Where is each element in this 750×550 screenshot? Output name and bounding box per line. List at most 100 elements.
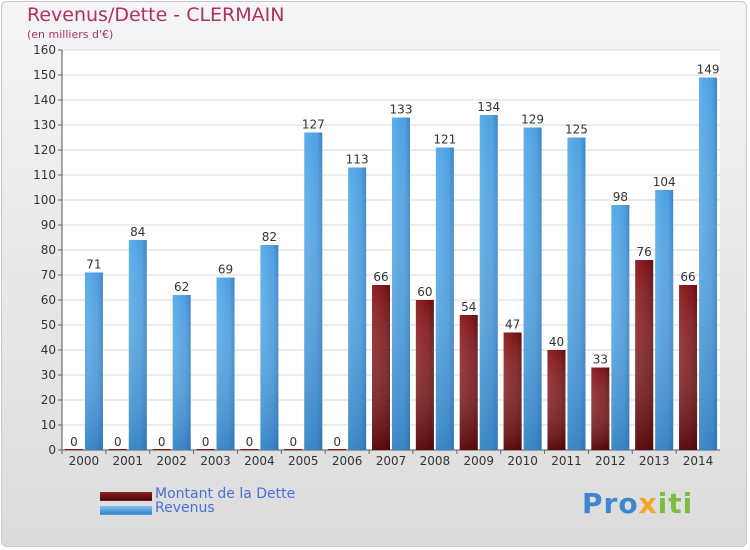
bar-dette	[108, 449, 127, 450]
data-label: 0	[70, 435, 78, 449]
data-label: 121	[433, 133, 456, 147]
x-tick-label: 2006	[332, 454, 363, 468]
data-label: 98	[613, 190, 628, 204]
x-tick-label: 2002	[156, 454, 187, 468]
bar-dette	[328, 449, 347, 450]
data-label: 113	[346, 153, 369, 167]
bar-revenus-shade	[435, 147, 454, 450]
bar-dette-shade	[415, 300, 434, 450]
logo-part-1: Pro	[582, 487, 639, 520]
y-tick-label: 30	[41, 368, 56, 382]
bar-revenus-shade	[128, 240, 147, 450]
y-tick-label: 70	[41, 268, 56, 282]
bar-dette-shade	[459, 315, 478, 450]
bar-revenus-shade	[172, 295, 191, 450]
data-label: 134	[477, 100, 500, 114]
x-tick-label: 2013	[639, 454, 670, 468]
y-tick-label: 80	[41, 243, 56, 257]
y-tick-label: 20	[41, 393, 56, 407]
bar-dette-shade	[503, 332, 522, 450]
data-label: 62	[174, 280, 189, 294]
bar-revenus-shade	[84, 272, 103, 450]
legend-swatch-dette	[100, 492, 152, 501]
bar-dette-shade	[591, 367, 610, 450]
data-label: 0	[202, 435, 210, 449]
y-tick-label: 120	[33, 143, 56, 157]
data-label: 66	[373, 270, 388, 284]
data-label: 0	[289, 435, 297, 449]
data-label: 127	[302, 118, 325, 132]
data-label: 69	[218, 263, 233, 277]
y-tick-label: 40	[41, 343, 56, 357]
legend-label-revenus: Revenus	[155, 500, 215, 516]
bar-dette-shade	[547, 350, 566, 450]
x-tick-label: 2010	[507, 454, 538, 468]
data-label: 40	[549, 335, 564, 349]
data-label: 0	[158, 435, 166, 449]
x-tick-label: 2007	[376, 454, 407, 468]
y-tick-label: 160	[33, 43, 56, 57]
data-label: 0	[246, 435, 254, 449]
x-tick-label: 2009	[463, 454, 494, 468]
chart-subtitle: (en milliers d'€)	[27, 28, 114, 41]
x-tick-label: 2004	[244, 454, 275, 468]
data-label: 47	[505, 318, 520, 332]
data-label: 125	[565, 123, 588, 137]
y-tick-label: 150	[33, 68, 56, 82]
x-tick-label: 2014	[683, 454, 714, 468]
bar-revenus-shade	[304, 132, 323, 450]
bar-revenus-shade	[523, 127, 542, 450]
bar-revenus-shade	[655, 190, 674, 450]
x-tick-label: 2001	[113, 454, 144, 468]
x-tick-label: 2000	[69, 454, 100, 468]
y-tick-label: 130	[33, 118, 56, 132]
data-label: 84	[130, 225, 145, 239]
x-tick-label: 2011	[551, 454, 582, 468]
bar-revenus-shade	[216, 277, 235, 450]
proxiti-logo: Proxiti	[582, 487, 693, 520]
bar-revenus-shade	[479, 115, 498, 450]
bar-dette	[284, 449, 303, 450]
bar-dette-shade	[679, 285, 698, 450]
y-tick-label: 140	[33, 93, 56, 107]
y-tick-label: 0	[48, 443, 56, 457]
data-label: 71	[86, 258, 101, 272]
y-tick-label: 90	[41, 218, 56, 232]
data-label: 149	[697, 63, 720, 77]
x-tick-label: 2012	[595, 454, 626, 468]
x-tick-label: 2008	[420, 454, 451, 468]
data-label: 60	[417, 285, 432, 299]
y-tick-label: 100	[33, 193, 56, 207]
bar-dette-shade	[635, 260, 654, 450]
data-label: 54	[461, 300, 476, 314]
bar-dette	[64, 449, 83, 450]
data-label: 76	[637, 245, 652, 259]
data-label: 33	[593, 353, 608, 367]
bar-revenus-shade	[567, 137, 586, 450]
logo-part-3: iti	[657, 487, 694, 520]
y-tick-label: 60	[41, 293, 56, 307]
bar-revenus-shade	[699, 77, 718, 450]
bar-revenus-shade	[611, 205, 630, 450]
legend-swatch-revenus	[100, 506, 152, 515]
x-tick-label: 2003	[200, 454, 231, 468]
bar-dette	[152, 449, 171, 450]
data-label: 66	[680, 270, 695, 284]
bar-revenus-shade	[348, 167, 367, 450]
y-tick-label: 110	[33, 168, 56, 182]
data-label: 129	[521, 113, 544, 127]
logo-part-2: x	[638, 487, 658, 520]
data-label: 0	[333, 435, 341, 449]
bar-revenus-shade	[392, 117, 410, 450]
bar-revenus-shade	[260, 245, 279, 450]
bar-dette-shade	[372, 285, 390, 450]
bar-dette	[196, 449, 215, 450]
chart-title: Revenus/Dette - CLERMAIN	[27, 4, 285, 26]
data-label: 104	[653, 175, 676, 189]
data-label: 82	[262, 230, 277, 244]
bar-dette	[240, 449, 259, 450]
data-label: 133	[390, 103, 413, 117]
y-tick-label: 50	[41, 318, 56, 332]
legend-label-dette: Montant de la Dette	[155, 486, 296, 502]
